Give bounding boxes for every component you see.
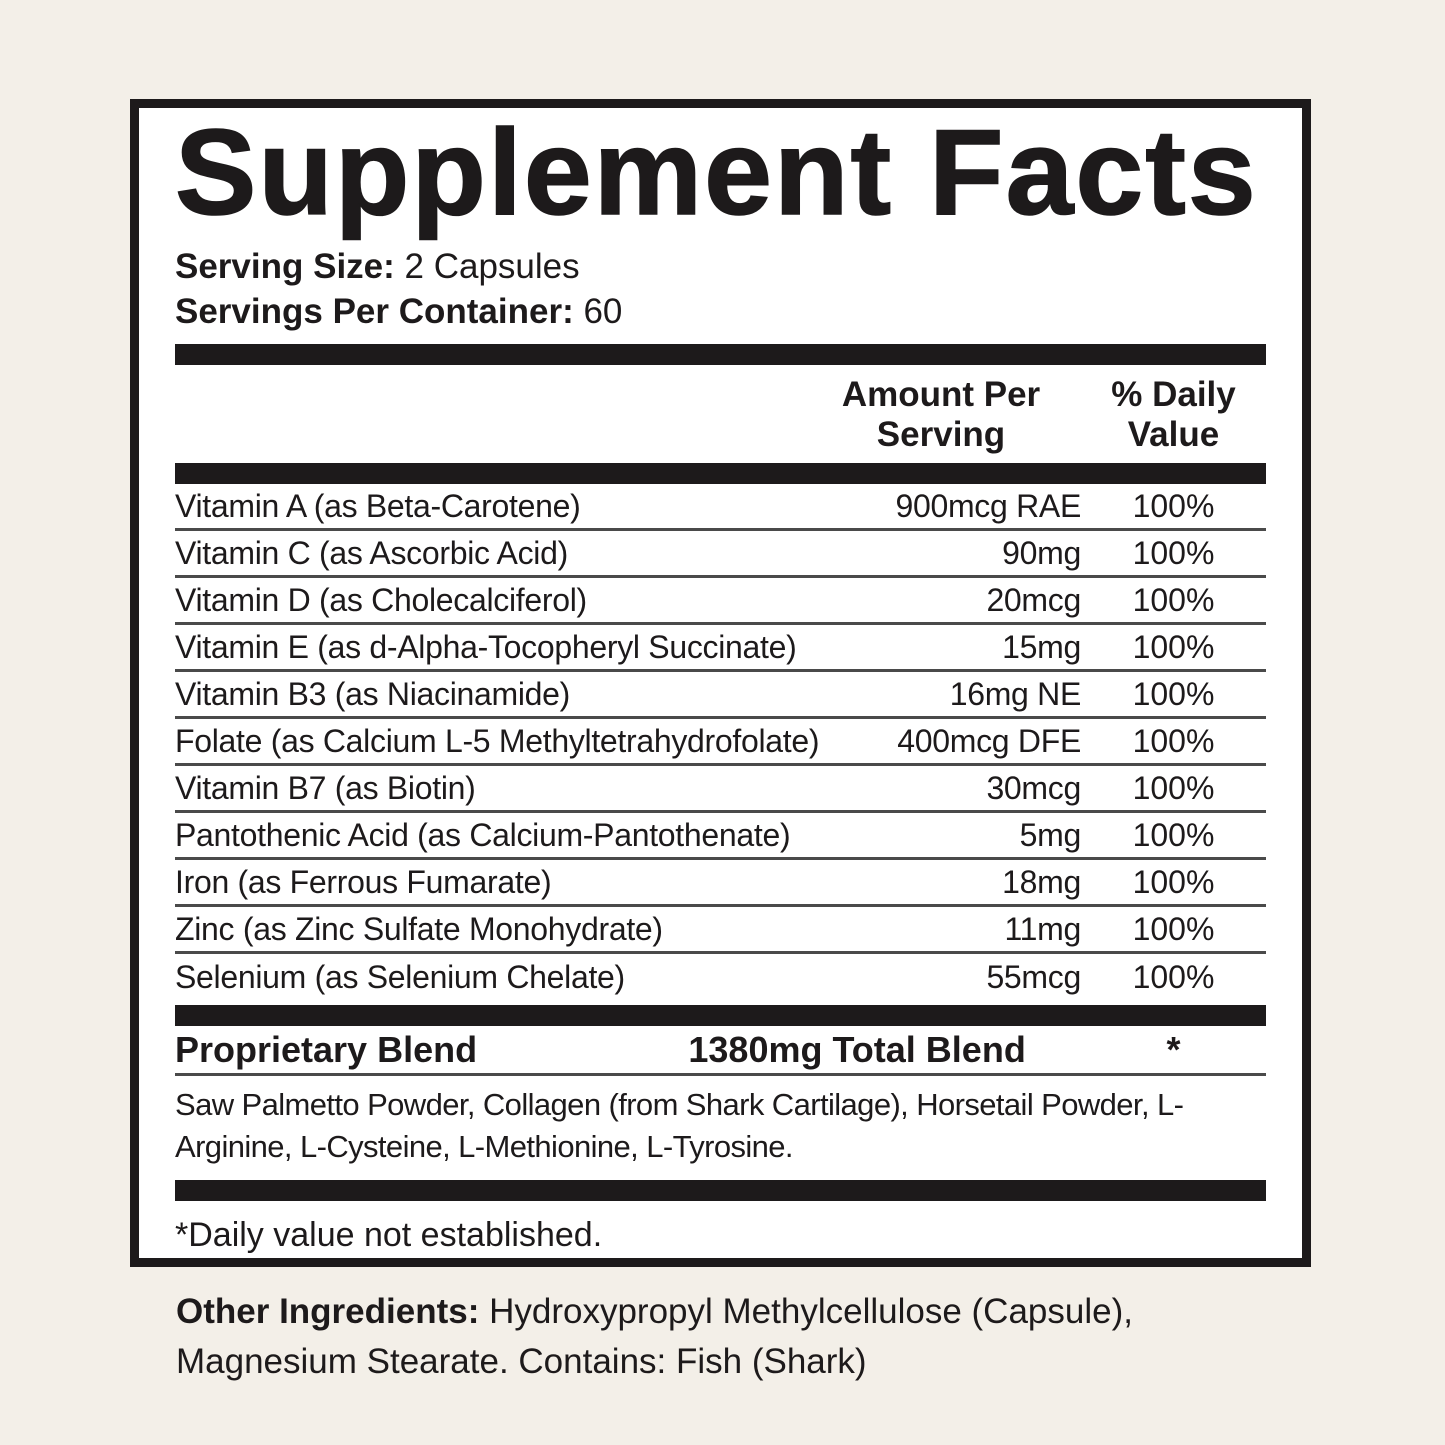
- blend-name: Proprietary Blend: [175, 1028, 478, 1070]
- servings-per-container-label: Servings Per Container:: [175, 292, 574, 331]
- supplement-facts-panel: Supplement Facts Serving Size: 2 Capsule…: [130, 99, 1311, 1267]
- table-row: Vitamin A (as Beta-Carotene) 900mcg RAE …: [175, 484, 1266, 531]
- header-amount-per-serving: Amount Per Serving: [841, 375, 1041, 454]
- nutrient-name: Selenium (as Selenium Chelate): [175, 959, 625, 995]
- nutrient-daily-value: 100%: [1132, 487, 1215, 524]
- divider-bar-thick: [175, 463, 1266, 484]
- nutrient-daily-value: 100%: [1132, 722, 1215, 759]
- nutrient-name: Zinc (as Zinc Sulfate Monohydrate): [175, 910, 663, 947]
- other-ingredients-value: Hydroxypropyl Methylcellulose (Capsule),…: [176, 1292, 1133, 1381]
- nutrient-daily-value: 100%: [1132, 581, 1215, 618]
- proprietary-blend-row: Proprietary Blend 1380mg Total Blend *: [175, 1026, 1266, 1076]
- nutrient-amount: 400mcg DFE: [897, 722, 1081, 759]
- nutrient-name: Vitamin B7 (as Biotin): [175, 769, 476, 806]
- nutrient-amount: 15mg: [1002, 628, 1081, 665]
- table-row: Selenium (as Selenium Chelate) 55mcg 100…: [175, 954, 1266, 1001]
- nutrient-amount: 16mg NE: [949, 675, 1082, 712]
- serving-size-label: Serving Size:: [175, 247, 395, 286]
- nutrient-daily-value: 100%: [1132, 816, 1215, 853]
- panel-title: Supplement Facts: [174, 104, 1258, 240]
- blend-ingredients: Saw Palmetto Powder, Collagen (from Shar…: [175, 1087, 1184, 1164]
- table-row: Vitamin B7 (as Biotin) 30mcg 100%: [175, 766, 1266, 813]
- serving-size-value: 2 Capsules: [404, 247, 580, 286]
- nutrient-amount: 5mg: [1019, 816, 1082, 853]
- other-ingredients: Other Ingredients: Hydroxypropyl Methylc…: [176, 1287, 1306, 1387]
- nutrient-table: Vitamin A (as Beta-Carotene) 900mcg RAE …: [175, 484, 1266, 1001]
- table-row: Vitamin B3 (as Niacinamide) 16mg NE 100%: [175, 672, 1266, 719]
- nutrient-daily-value: 100%: [1132, 534, 1215, 571]
- table-row: Folate (as Calcium L-5 Methyltetrahydrof…: [175, 719, 1266, 766]
- divider-bar-thick: [175, 1005, 1266, 1026]
- nutrient-name: Pantothenic Acid (as Calcium-Pantothenat…: [175, 816, 791, 853]
- servings-per-container-value: 60: [583, 292, 623, 331]
- nutrient-daily-value: 100%: [1132, 675, 1215, 712]
- table-row: Iron (as Ferrous Fumarate) 18mg 100%: [175, 860, 1266, 907]
- table-row: Vitamin C (as Ascorbic Acid) 90mg 100%: [175, 531, 1266, 578]
- header-percent-daily-value: % Daily Value: [1111, 375, 1236, 454]
- divider-bar-thick: [175, 344, 1266, 365]
- nutrient-amount: 20mcg: [986, 581, 1081, 618]
- nutrient-name: Vitamin B3 (as Niacinamide): [175, 675, 571, 712]
- nutrient-name: Vitamin A (as Beta-Carotene): [175, 487, 581, 524]
- nutrient-amount: 30mcg: [986, 769, 1081, 806]
- servings-per-container-line: Servings Per Container: 60: [175, 289, 1266, 334]
- nutrient-daily-value: 100%: [1132, 628, 1215, 665]
- nutrient-amount: 18mg: [1002, 863, 1081, 900]
- daily-value-footnote: *Daily value not established.: [175, 1216, 603, 1254]
- nutrient-daily-value: 100%: [1132, 959, 1215, 995]
- table-row: Vitamin D (as Cholecalciferol) 20mcg 100…: [175, 578, 1266, 625]
- serving-info: Serving Size: 2 Capsules Servings Per Co…: [175, 244, 1266, 334]
- nutrient-amount: 900mcg RAE: [895, 487, 1081, 524]
- nutrient-amount: 55mcg: [986, 959, 1081, 995]
- other-ingredients-label: Other Ingredients:: [176, 1292, 480, 1331]
- nutrient-daily-value: 100%: [1132, 863, 1215, 900]
- blend-daily-value-asterisk: *: [1166, 1028, 1181, 1070]
- table-header-row: Amount Per Serving % Daily Value: [175, 365, 1266, 463]
- nutrient-amount: 90mg: [1002, 534, 1081, 571]
- serving-size-line: Serving Size: 2 Capsules: [175, 244, 1266, 289]
- nutrient-name: Vitamin C (as Ascorbic Acid): [175, 534, 568, 571]
- nutrient-amount: 11mg: [1004, 910, 1082, 947]
- nutrient-name: Vitamin D (as Cholecalciferol): [175, 581, 587, 618]
- blend-amount: 1380mg Total Blend: [688, 1028, 1026, 1070]
- table-row: Vitamin E (as d-Alpha-Tocopheryl Succina…: [175, 625, 1266, 672]
- table-row: Zinc (as Zinc Sulfate Monohydrate) 11mg …: [175, 907, 1266, 954]
- nutrient-daily-value: 100%: [1132, 769, 1215, 806]
- nutrient-name: Vitamin E (as d-Alpha-Tocopheryl Succina…: [175, 628, 797, 665]
- nutrient-name: Iron (as Ferrous Fumarate): [175, 863, 552, 900]
- divider-bar-thick: [175, 1180, 1266, 1201]
- nutrient-name: Folate (as Calcium L-5 Methyltetrahydrof…: [175, 722, 820, 759]
- nutrient-daily-value: 100%: [1132, 910, 1215, 947]
- table-row: Pantothenic Acid (as Calcium-Pantothenat…: [175, 813, 1266, 860]
